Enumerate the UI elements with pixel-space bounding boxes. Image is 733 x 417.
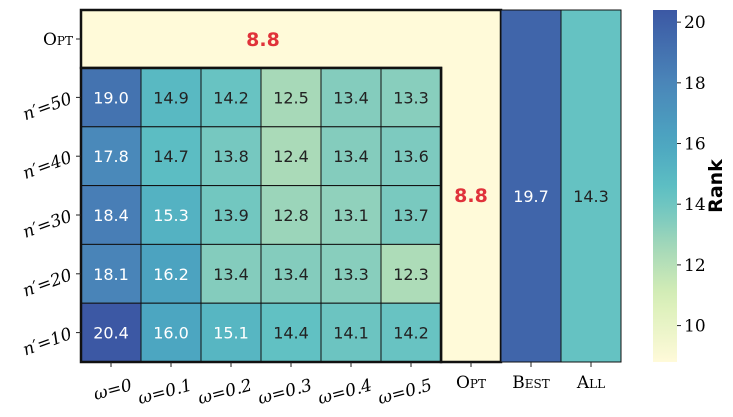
colorbar [653,10,677,362]
heatmap-cell [200,67,262,128]
colorbar-tick-label: 20 [684,13,706,33]
heatmap-cell [200,302,262,363]
colorbar-tick-label: 18 [684,74,706,94]
colorbar-tick-label: 14 [684,195,706,215]
cell-label: 18.1 [93,265,129,284]
heatmap-cell [80,126,142,187]
heatmap-cell [380,126,442,187]
heatmap-cell [140,243,202,304]
cell-label: 14.1 [333,324,369,343]
cell-label: 14.7 [153,147,189,166]
cell-label: 13.4 [213,265,249,284]
cell-label: 13.3 [393,88,429,107]
heatmap-cell [140,185,202,245]
cell-label: 14.2 [393,324,429,343]
heatmap-cell [200,185,262,245]
heatmap-cell [320,126,382,187]
cell-label: 12.8 [273,206,309,225]
heatmap-cell [140,302,202,363]
col-label-all: All [576,373,605,393]
cell-label: 13.4 [333,88,369,107]
cell-label: 12.3 [393,265,429,284]
cell-label: 13.4 [273,265,309,284]
heatmap-cell [380,243,442,304]
row-label: n′=20 [20,265,75,301]
cell-label: 12.5 [273,88,309,107]
col-label-best: Best [512,373,549,393]
cell-label: 15.1 [213,324,249,343]
column-value-all: 14.3 [573,187,609,206]
cell-label: 14.4 [273,324,309,343]
heatmap-cell [260,243,322,304]
cell-label: 17.8 [93,147,129,166]
col-label: ω=0.3 [256,376,314,410]
row-label: n′=50 [20,89,75,125]
cell-label: 13.6 [393,147,429,166]
cell-label: 13.3 [333,265,369,284]
heatmap-cell [380,185,442,245]
heatmap-cell [200,243,262,304]
heatmap-cell [320,243,382,304]
cell-label: 16.2 [153,265,189,284]
cell-label: 15.3 [153,206,189,225]
heatmap-cell [260,185,322,245]
column-best [500,9,562,363]
col-label: ω=0.5 [376,376,434,410]
col-label: ω=0 [92,375,135,404]
colorbar-tick-label: 12 [684,256,706,276]
colorbar-tick-label: 10 [684,317,706,337]
cell-label: 13.4 [333,147,369,166]
row-label: n′=10 [20,324,75,360]
col-label: ω=0.4 [316,376,374,410]
cell-label: 13.8 [213,147,249,166]
heatmap-cell [380,302,442,363]
col-label: ω=0.1 [136,376,194,410]
cell-label: 13.7 [393,206,429,225]
row-label: n′=40 [20,148,75,184]
opt-value-top: 8.8 [246,29,280,51]
heatmap-cell [80,185,142,245]
column-all [560,9,622,363]
cell-label: 14.9 [153,88,189,107]
heatmap-cell [320,185,382,245]
opt-value-side: 8.8 [454,185,488,207]
cell-label: 18.4 [93,206,129,225]
cell-label: 20.4 [93,324,129,343]
col-label-opt: Opt [456,373,486,393]
cell-label: 13.9 [213,206,249,225]
column-value-best: 19.7 [513,187,549,206]
cell-label: 14.2 [213,88,249,107]
col-label: ω=0.2 [196,376,254,410]
cell-label: 13.1 [333,206,369,225]
colorbar-tick-label: 16 [684,135,706,155]
row-label: n′=30 [20,206,75,242]
cell-label: 16.0 [153,324,189,343]
cell-label: 12.4 [273,147,309,166]
colorbar-label: Rank [705,159,727,213]
row-label-opt: Opt [43,30,73,50]
cell-label: 19.0 [93,88,129,107]
heatmap-cell [260,67,322,128]
heatmap-cell [380,67,442,128]
